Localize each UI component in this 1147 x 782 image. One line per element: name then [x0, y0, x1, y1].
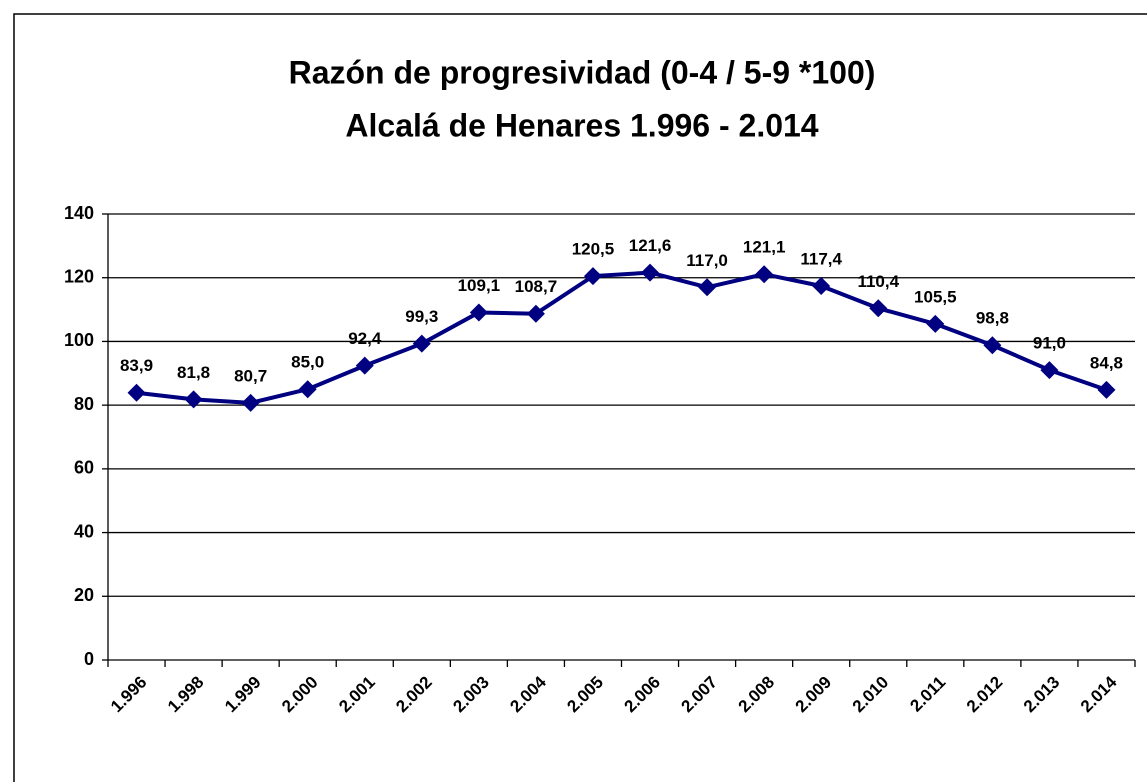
value-label: 121,1: [743, 238, 786, 257]
y-tick-label: 60: [74, 458, 94, 478]
marker: [1040, 361, 1059, 380]
marker: [241, 393, 260, 412]
value-label: 98,8: [976, 309, 1009, 328]
chart-title: Razón de progresividad (0-4 / 5-9 *100): [289, 54, 876, 90]
marker: [412, 334, 431, 353]
value-label: 83,9: [120, 356, 153, 375]
value-label: 110,4: [857, 272, 899, 291]
marker: [641, 263, 660, 282]
y-tick-label: 140: [64, 203, 94, 223]
value-label: 109,1: [458, 276, 501, 295]
marker: [127, 383, 146, 402]
y-tick-label: 0: [84, 649, 94, 669]
value-label: 92,4: [348, 329, 382, 348]
value-label: 108,7: [515, 277, 558, 296]
value-label: 105,5: [914, 287, 957, 306]
marker: [812, 276, 831, 295]
y-tick-label: 20: [74, 585, 94, 605]
value-label: 120,5: [572, 240, 615, 259]
marker: [184, 390, 203, 409]
value-label: 99,3: [405, 307, 438, 326]
marker: [755, 265, 774, 284]
value-label: 80,7: [234, 366, 267, 385]
y-tick-label: 80: [74, 394, 94, 414]
value-label: 84,8: [1090, 353, 1123, 372]
marker: [983, 336, 1002, 355]
chart-subtitle: Alcalá de Henares 1.996 - 2.014: [345, 107, 818, 143]
marker: [469, 303, 488, 322]
marker: [526, 304, 545, 323]
value-label: 91,0: [1033, 334, 1066, 353]
marker: [355, 356, 374, 375]
marker: [1097, 380, 1116, 399]
marker: [298, 380, 317, 399]
marker: [583, 267, 602, 286]
marker: [698, 278, 717, 297]
y-tick-label: 40: [74, 521, 94, 541]
value-label: 81,8: [177, 363, 210, 382]
value-label: 117,0: [686, 251, 728, 270]
marker: [926, 314, 945, 333]
value-label: 85,0: [291, 353, 324, 372]
y-tick-label: 100: [64, 330, 94, 350]
y-tick-label: 120: [64, 266, 94, 286]
line: [136, 270, 1108, 405]
value-label: 121,6: [629, 236, 672, 255]
value-label: 117,4: [800, 249, 842, 268]
marker: [869, 299, 888, 318]
